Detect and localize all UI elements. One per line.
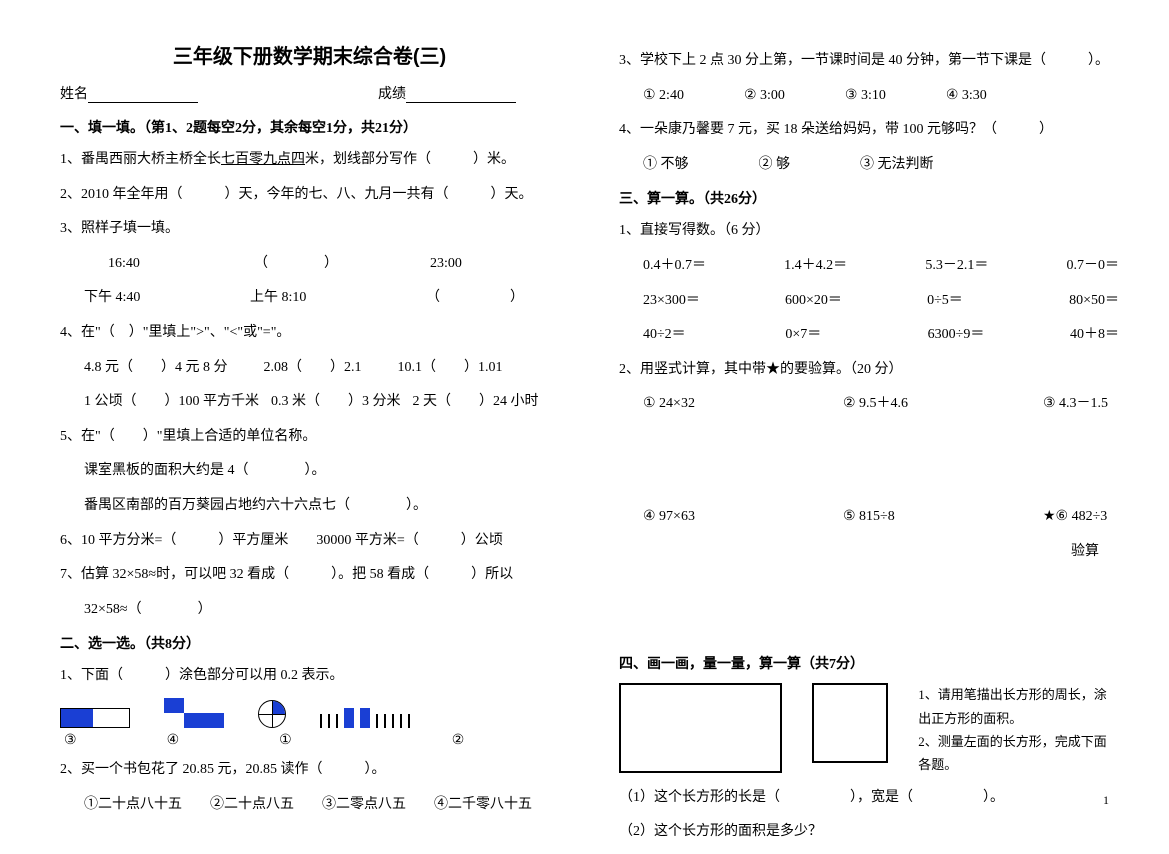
section4-heading: 四、画一画，量一量，算一算（共7分） <box>619 653 1119 673</box>
s1-q7b: 32×58≈（ ） <box>60 597 559 624</box>
s2-q1-labels: ③ ④ ① ② <box>60 732 559 749</box>
s1-q4-row1: 4.8 元（ ）4 元 8 分 2.08（ ）2.1 10.1（ ）1.01 <box>60 355 559 382</box>
s2-q1-shapes <box>60 698 559 728</box>
s1-q3-row2: 下午 4:40 上午 8:10 （ ） <box>60 285 559 312</box>
name-label: 姓名 <box>60 83 198 103</box>
s1-q4-row2: 1 公顷（ ）100 平方千米 0.3 米（ ）3 分米 2 天（ ）24 小时 <box>60 389 559 416</box>
s2-q3-opts: ① 2:40 ② 3:00 ③ 3:10 ④ 3:30 <box>619 83 1119 110</box>
shape-opt-1 <box>258 700 286 728</box>
section1-heading: 一、填一填。（第1、2题每空2分，其余每空1分，共21分） <box>60 117 559 137</box>
s1-q5: 5、在"（ ）"里填上合适的单位名称。 <box>60 424 559 451</box>
s2-q1: 1、下面（ ）涂色部分可以用 0.2 表示。 <box>60 663 559 690</box>
s2-q2-opts: ①二十点八十五 ②二十点八五 ③二零点八五 ④二千零八十五 <box>60 792 559 819</box>
s3-r2: 23×300＝ 600×20＝ 0÷5＝ 80×50＝ <box>619 288 1119 315</box>
rectangle-shape <box>619 683 782 773</box>
s1-q7: 7、估算 32×58≈时，可以吧 32 看成（ ）。把 58 看成（ ）所以 <box>60 562 559 589</box>
page-number: 1 <box>1103 793 1109 808</box>
right-column: 3、学校下上 2 点 30 分上第，一节课时间是 40 分钟，第一节下课是（ ）… <box>619 40 1119 854</box>
s2-q3: 3、学校下上 2 点 30 分上第，一节课时间是 40 分钟，第一节下课是（ ）… <box>619 48 1119 75</box>
section2-heading: 二、选一选。（共8分） <box>60 633 559 653</box>
square-shape <box>812 683 889 763</box>
s4-text: 1、请用笔描出长方形的周长，涂出正方形的面积。 2、测量左面的长方形，完成下面各… <box>918 683 1119 777</box>
s3-calc-row2: ④ 97×63 ⑤ 815÷8 ★⑥ 482÷3 <box>619 504 1119 531</box>
s3-r3: 40÷2＝ 0×7＝ 6300÷9＝ 40＋8＝ <box>619 322 1119 349</box>
s2-q4: 4、一朵康乃馨要 7 元，买 18 朵送给妈妈，带 100 元够吗？（ ） <box>619 117 1119 144</box>
s1-q5a: 课室黑板的面积大约是 4（ ）。 <box>60 458 559 485</box>
s1-q3-row1: 16:40 （ ） 23:00 <box>60 251 559 278</box>
shape-opt-4 <box>164 698 224 728</box>
s3-p2: 2、用竖式计算，其中带★的要验算。（20 分） <box>619 357 1119 384</box>
score-label: 成绩 <box>378 83 516 103</box>
s1-q4: 4、在"（ ）"里填上">"、"<"或"="。 <box>60 320 559 347</box>
s3-check: 验算 <box>619 539 1119 566</box>
s3-r1: 0.4＋0.7＝ 1.4＋4.2＝ 5.3－2.1＝ 0.7－0＝ <box>619 253 1119 280</box>
exam-title: 三年级下册数学期末综合卷(三) <box>60 40 559 69</box>
s1-q3: 3、照样子填一填。 <box>60 216 559 243</box>
name-score-line: 姓名 成绩 <box>60 83 559 103</box>
s2-q2: 2、买一个书包花了 20.85 元，20.85 读作（ ）。 <box>60 757 559 784</box>
shape-opt-2 <box>320 702 410 728</box>
s2-q4-opts: ① 不够 ② 够 ③ 无法判断 <box>619 152 1119 179</box>
section3-heading: 三、算一算。（共26分） <box>619 188 1119 208</box>
s4-boxes: 1、请用笔描出长方形的周长，涂出正方形的面积。 2、测量左面的长方形，完成下面各… <box>619 683 1119 777</box>
s1-q5b: 番禺区南部的百万葵园占地约六十六点七（ ）。 <box>60 493 559 520</box>
shape-opt-3 <box>60 708 130 728</box>
s4-q1: （1）这个长方形的长是（ ），宽是（ ）。 <box>619 785 1119 812</box>
s3-calc-row1: ① 24×32 ② 9.5＋4.6 ③ 4.3－1.5 <box>619 391 1119 418</box>
s3-p1: 1、直接写得数。（6 分） <box>619 218 1119 245</box>
left-column: 三年级下册数学期末综合卷(三) 姓名 成绩 一、填一填。（第1、2题每空2分，其… <box>60 40 559 854</box>
s4-q2: （2）这个长方形的面积是多少？ <box>619 819 1119 846</box>
s1-q1: 1、番禺西丽大桥主桥全长七百零九点四米，划线部分写作（ ）米。 <box>60 147 559 174</box>
s1-q2: 2、2010 年全年用（ ）天，今年的七、八、九月一共有（ ）天。 <box>60 182 559 209</box>
s1-q6: 6、10 平方分米=（ ）平方厘米 30000 平方米=（ ）公顷 <box>60 528 559 555</box>
